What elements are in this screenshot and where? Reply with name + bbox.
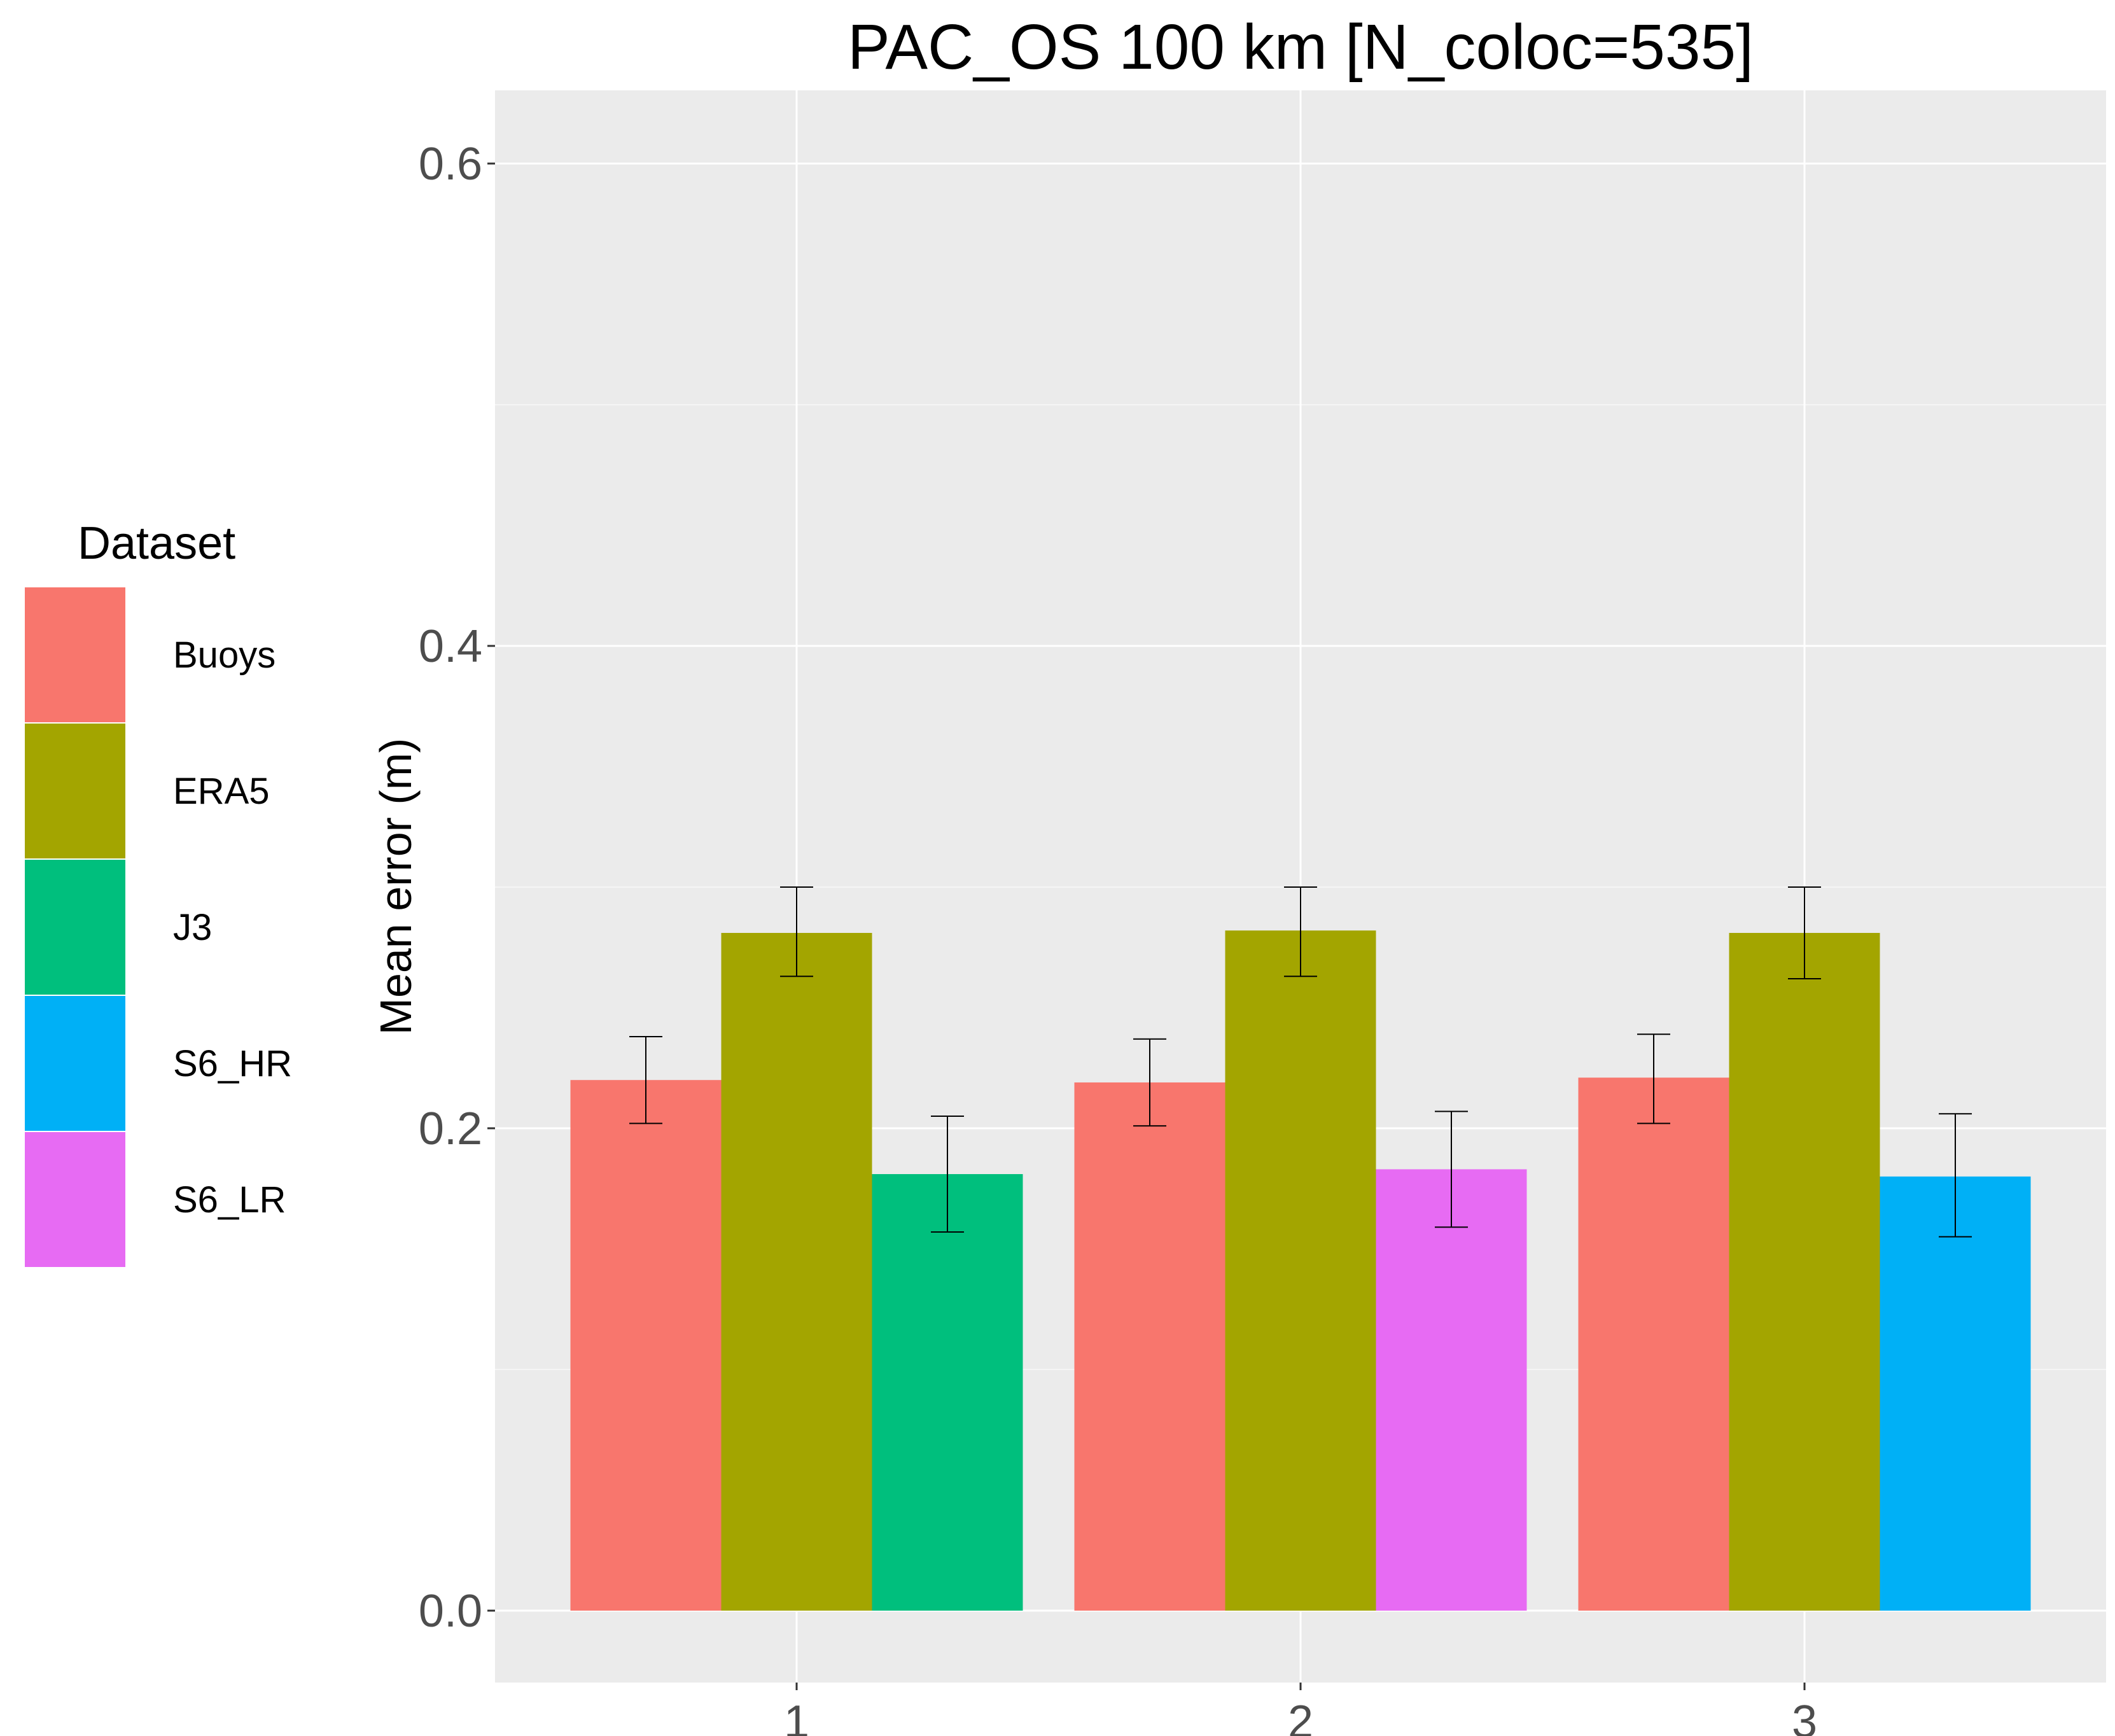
bar-1-j3 <box>872 1174 1023 1611</box>
y-axis-label: Mean error (m) <box>371 738 421 1035</box>
y-axis: 0.0 0.2 0.4 0.6 <box>419 139 495 1637</box>
y-tick-label: 0.4 <box>419 621 482 672</box>
x-tick-label: 1 <box>784 1697 809 1736</box>
legend-label-buoys: Buoys <box>173 634 276 676</box>
legend-key-buoys <box>24 586 127 724</box>
bar-2-s6_lr <box>1376 1169 1527 1611</box>
bar-3-s6_hr <box>1880 1176 2031 1611</box>
legend-label-s6_hr: S6_HR <box>173 1043 292 1084</box>
legend-label-era5: ERA5 <box>173 771 270 812</box>
legend-key-s6_hr <box>24 995 127 1132</box>
bar-1-buoys <box>570 1080 722 1611</box>
chart-title: PAC_OS 100 km [N_coloc=535] <box>848 11 1754 83</box>
y-tick-label: 0.2 <box>419 1103 482 1154</box>
legend-title: Dataset <box>78 518 235 569</box>
y-tick-label: 0.6 <box>419 139 482 190</box>
error-bars <box>629 886 1972 1238</box>
y-tick-label: 0.0 <box>419 1586 482 1637</box>
legend-key-j3 <box>24 858 127 996</box>
bar-3-buoys <box>1578 1077 1729 1611</box>
x-axis: 1 2 3 <box>784 1683 1817 1736</box>
legend: Dataset Buoys ERA5 J3 S6_HR S6_LR <box>24 518 292 1268</box>
x-tick-label: 2 <box>1288 1697 1313 1736</box>
legend-label-j3: J3 <box>173 907 212 948</box>
legend-key-era5 <box>24 722 127 860</box>
bar-2-era5 <box>1225 930 1376 1611</box>
bar-1-era5 <box>721 933 872 1611</box>
bar-3-era5 <box>1729 933 1880 1611</box>
bars <box>570 930 2031 1611</box>
x-tick-label: 3 <box>1792 1697 1817 1736</box>
legend-label-s6_lr: S6_LR <box>173 1179 286 1221</box>
bar-2-buoys <box>1074 1082 1225 1611</box>
legend-key-s6_lr <box>24 1131 127 1268</box>
